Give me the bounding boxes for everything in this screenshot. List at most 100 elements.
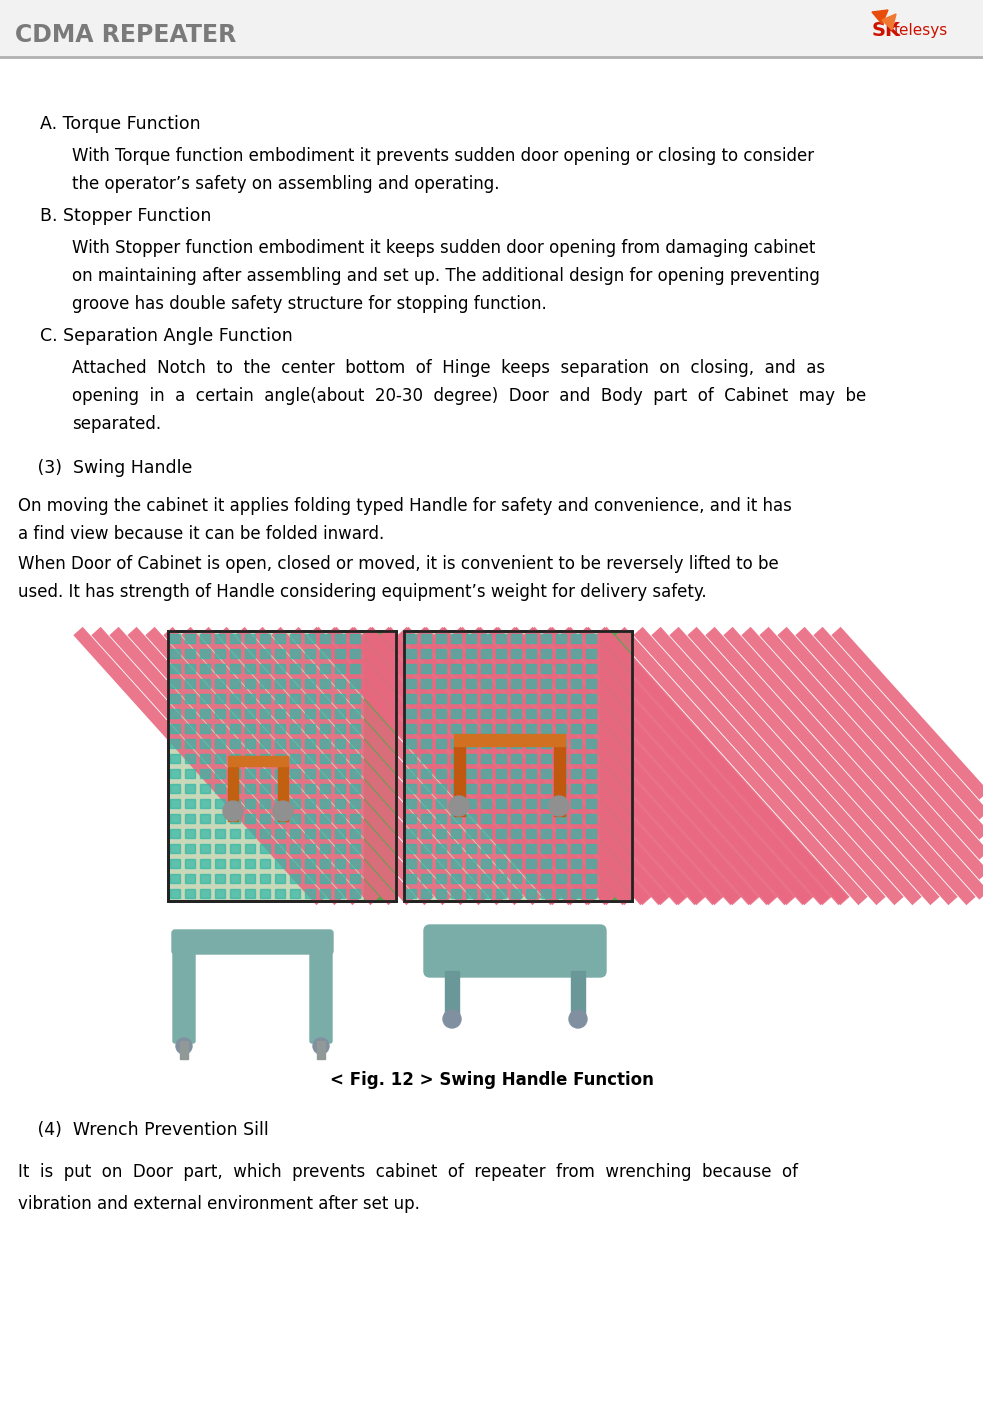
Bar [451, 829, 461, 838]
Bar [511, 784, 521, 793]
Bar [335, 843, 345, 853]
Bar [496, 739, 506, 748]
Bar [541, 769, 551, 779]
Bar [230, 829, 240, 838]
Bar [586, 859, 596, 867]
Bar [541, 694, 551, 703]
Bar [586, 814, 596, 824]
Bar [275, 888, 285, 898]
Bar [421, 784, 431, 793]
Bar [526, 694, 536, 703]
Bar [320, 814, 330, 824]
Bar [170, 694, 180, 703]
Bar [526, 679, 536, 689]
Bar [511, 874, 521, 883]
Bar [215, 694, 225, 703]
Bar [466, 843, 476, 853]
Bar [275, 798, 285, 808]
Bar [481, 874, 491, 883]
Bar [200, 679, 210, 689]
Bar [335, 634, 345, 643]
Bar [200, 769, 210, 779]
Bar [320, 859, 330, 867]
Bar [278, 766, 288, 821]
Bar [511, 843, 521, 853]
Bar [168, 631, 396, 901]
Bar [335, 784, 345, 793]
FancyBboxPatch shape [310, 949, 332, 1043]
Bar [215, 829, 225, 838]
Bar [541, 784, 551, 793]
Bar [436, 634, 446, 643]
Bar [320, 784, 330, 793]
Bar [215, 634, 225, 643]
Bar [556, 874, 566, 883]
Bar [466, 874, 476, 883]
Bar [436, 665, 446, 673]
Bar [305, 798, 315, 808]
Bar [275, 784, 285, 793]
Bar [586, 784, 596, 793]
Text: CDMA REPEATER: CDMA REPEATER [15, 23, 236, 46]
Bar [364, 631, 396, 901]
Bar [496, 859, 506, 867]
Bar [454, 734, 565, 746]
Bar [466, 634, 476, 643]
Bar [200, 649, 210, 658]
Bar [511, 888, 521, 898]
Bar [571, 739, 581, 748]
Bar [260, 843, 270, 853]
Bar [185, 769, 195, 779]
Bar [421, 739, 431, 748]
Bar [350, 665, 360, 673]
Bar [586, 769, 596, 779]
Bar [260, 710, 270, 718]
Bar [586, 634, 596, 643]
Bar [451, 649, 461, 658]
Bar [320, 874, 330, 883]
Text: separated.: separated. [72, 415, 161, 434]
Bar [320, 694, 330, 703]
Bar [526, 798, 536, 808]
Bar [454, 746, 465, 817]
Bar [406, 634, 416, 643]
Bar [320, 843, 330, 853]
Bar [526, 888, 536, 898]
Bar [421, 679, 431, 689]
Bar [260, 739, 270, 748]
Bar [586, 829, 596, 838]
Bar [406, 784, 416, 793]
Bar [185, 755, 195, 763]
Bar [571, 784, 581, 793]
Bar [421, 649, 431, 658]
Bar [600, 631, 632, 901]
Bar [215, 724, 225, 734]
Bar [451, 665, 461, 673]
Bar [305, 843, 315, 853]
Bar [571, 665, 581, 673]
Bar [421, 755, 431, 763]
Bar [526, 829, 536, 838]
Bar [170, 755, 180, 763]
Bar [481, 710, 491, 718]
Bar [421, 814, 431, 824]
Bar [406, 888, 416, 898]
FancyBboxPatch shape [173, 949, 195, 1043]
Bar [421, 888, 431, 898]
Bar [215, 769, 225, 779]
Bar [350, 874, 360, 883]
Circle shape [223, 801, 243, 821]
Bar [290, 784, 300, 793]
Bar [170, 739, 180, 748]
Bar [320, 710, 330, 718]
Bar [436, 739, 446, 748]
Bar [215, 679, 225, 689]
Bar [466, 679, 476, 689]
Bar [481, 649, 491, 658]
Bar [290, 710, 300, 718]
Bar [556, 814, 566, 824]
Bar [275, 859, 285, 867]
Bar [170, 829, 180, 838]
Bar [335, 874, 345, 883]
Bar [215, 710, 225, 718]
